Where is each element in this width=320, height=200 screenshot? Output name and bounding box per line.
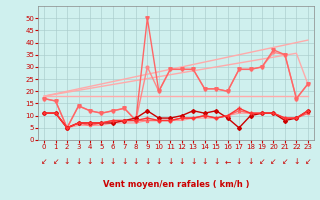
Text: ↓: ↓ — [236, 157, 242, 166]
Text: ↓: ↓ — [75, 157, 82, 166]
Text: ↓: ↓ — [293, 157, 300, 166]
Text: ↓: ↓ — [190, 157, 196, 166]
Text: ↓: ↓ — [156, 157, 162, 166]
Text: ↓: ↓ — [179, 157, 185, 166]
Text: ↓: ↓ — [87, 157, 93, 166]
Text: ↙: ↙ — [270, 157, 277, 166]
Text: ↙: ↙ — [52, 157, 59, 166]
Text: ↓: ↓ — [133, 157, 139, 166]
Text: Vent moyen/en rafales ( km/h ): Vent moyen/en rafales ( km/h ) — [103, 180, 249, 189]
Text: ↙: ↙ — [259, 157, 265, 166]
Text: ↓: ↓ — [167, 157, 173, 166]
Text: ↓: ↓ — [144, 157, 150, 166]
Text: ↙: ↙ — [41, 157, 47, 166]
Text: ↓: ↓ — [121, 157, 128, 166]
Text: ↓: ↓ — [202, 157, 208, 166]
Text: ↓: ↓ — [110, 157, 116, 166]
Text: ↓: ↓ — [98, 157, 105, 166]
Text: ↙: ↙ — [282, 157, 288, 166]
Text: ↓: ↓ — [213, 157, 219, 166]
Text: ↓: ↓ — [247, 157, 254, 166]
Text: ←: ← — [224, 157, 231, 166]
Text: ↓: ↓ — [64, 157, 70, 166]
Text: ↙: ↙ — [305, 157, 311, 166]
